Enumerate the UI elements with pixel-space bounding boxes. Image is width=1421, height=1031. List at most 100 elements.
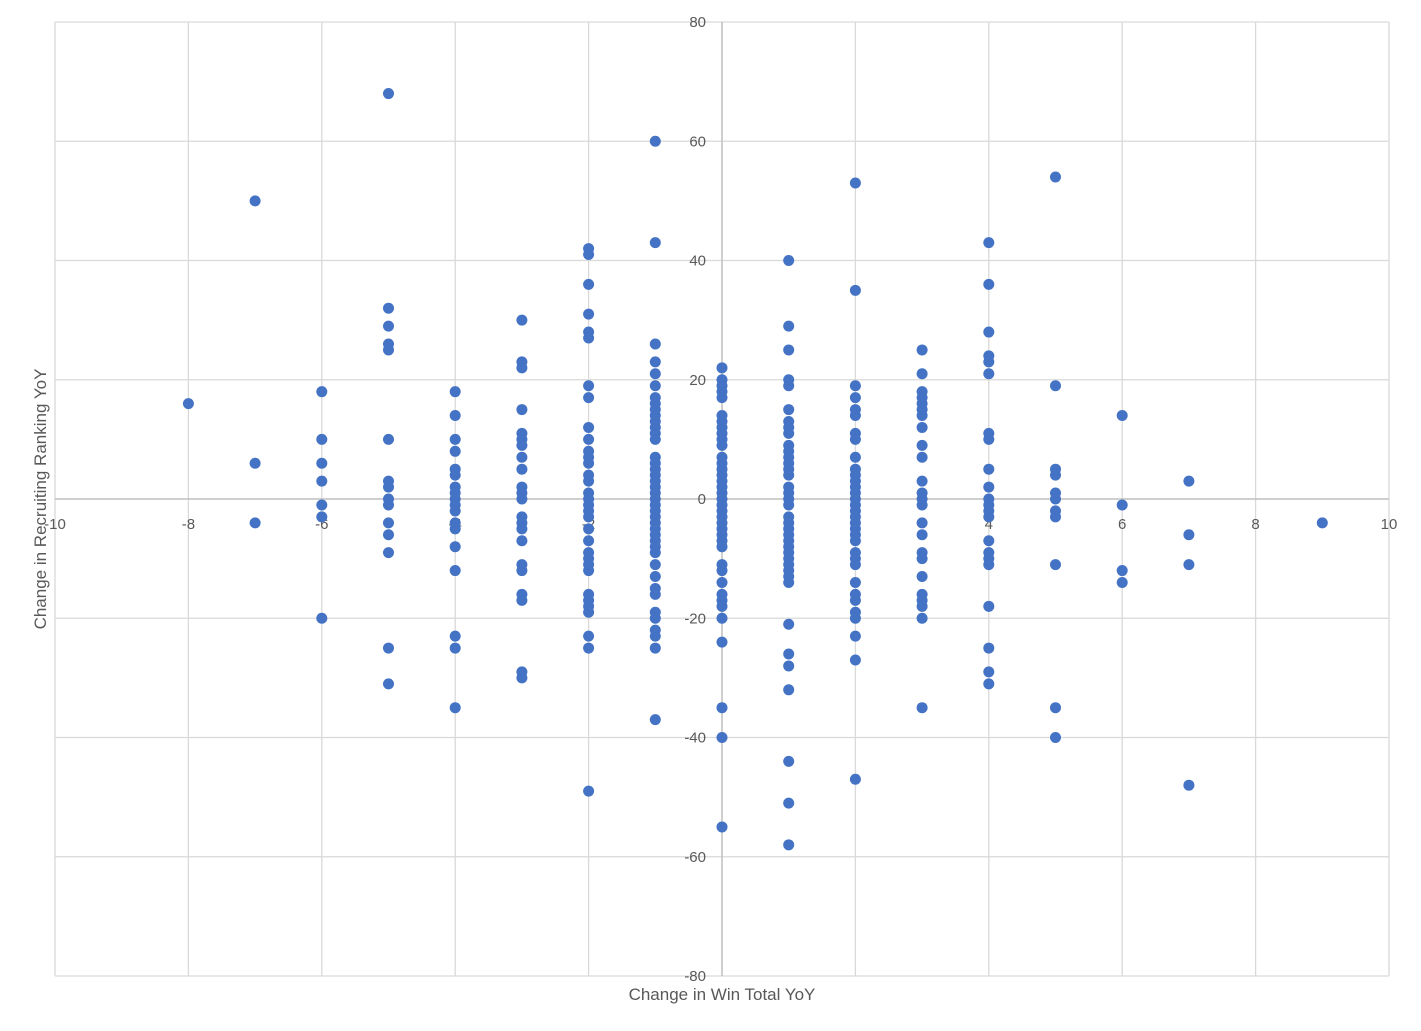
- data-point: [1183, 559, 1195, 571]
- data-point: [583, 457, 595, 469]
- x-tick-label: 4: [985, 516, 993, 533]
- data-point: [783, 576, 795, 588]
- data-point: [649, 338, 661, 350]
- data-point: [983, 237, 995, 249]
- data-point: [983, 433, 995, 445]
- data-point: [783, 839, 795, 851]
- data-point: [1050, 511, 1061, 523]
- data-point: [583, 332, 595, 344]
- data-point: [983, 326, 995, 338]
- data-point: [916, 421, 928, 433]
- data-point: [1183, 779, 1195, 791]
- data-point: [449, 410, 461, 422]
- data-point: [983, 356, 995, 368]
- data-point: [983, 278, 995, 290]
- y-tick-label: 0: [698, 491, 706, 508]
- y-tick-label: -40: [684, 730, 706, 747]
- data-point: [316, 433, 328, 445]
- data-point: [249, 517, 261, 529]
- data-point: [516, 362, 528, 374]
- y-axis-title: Change in Recruiting Ranking YoY: [31, 369, 50, 630]
- data-point: [316, 612, 328, 624]
- data-point: [916, 344, 928, 356]
- data-point: [649, 714, 661, 726]
- data-point: [849, 576, 861, 588]
- x-tick-label: 6: [1118, 516, 1126, 533]
- data-point: [916, 475, 928, 487]
- data-point: [516, 463, 528, 475]
- x-tick-label: 8: [1251, 516, 1259, 533]
- data-point: [849, 410, 861, 422]
- data-point: [1316, 517, 1328, 529]
- data-point: [849, 535, 861, 547]
- data-point: [1050, 171, 1061, 183]
- data-point: [783, 660, 795, 672]
- data-point: [649, 135, 661, 147]
- data-point: [1050, 702, 1061, 714]
- data-point: [983, 642, 995, 654]
- data-point: [583, 523, 595, 535]
- data-point: [983, 600, 995, 612]
- data-point: [983, 678, 995, 690]
- data-point: [716, 732, 728, 743]
- data-point: [916, 499, 928, 511]
- data-point: [449, 565, 461, 577]
- data-point: [783, 344, 795, 356]
- data-point: [983, 481, 995, 493]
- data-point: [516, 594, 528, 606]
- data-point: [516, 672, 528, 684]
- data-point: [649, 642, 661, 654]
- data-point: [449, 702, 461, 714]
- data-point: [983, 559, 995, 571]
- data-point: [583, 642, 595, 654]
- data-point: [383, 481, 394, 493]
- data-point: [649, 380, 661, 392]
- data-point: [849, 451, 861, 463]
- data-point: [1116, 576, 1128, 588]
- data-point: [983, 535, 995, 547]
- data-point: [849, 392, 861, 404]
- data-point: [649, 612, 661, 624]
- data-point: [649, 368, 661, 380]
- data-point: [649, 547, 661, 559]
- data-point: [983, 511, 995, 523]
- data-point: [649, 559, 661, 571]
- data-point: [383, 88, 394, 100]
- data-point: [249, 195, 261, 207]
- data-point: [516, 451, 528, 463]
- data-point: [383, 678, 394, 690]
- data-point: [583, 392, 595, 404]
- data-point: [716, 612, 728, 624]
- data-point: [916, 553, 928, 565]
- x-tick-label: 10: [1381, 516, 1398, 533]
- data-point: [849, 284, 861, 296]
- data-point: [783, 469, 795, 481]
- data-point: [649, 630, 661, 642]
- data-point: [716, 576, 728, 588]
- data-point: [249, 457, 261, 469]
- data-point: [716, 439, 728, 451]
- data-point: [316, 511, 328, 523]
- data-point: [449, 469, 461, 481]
- y-tick-label: -20: [684, 610, 706, 627]
- data-point: [316, 475, 328, 487]
- data-point: [783, 320, 795, 332]
- data-point: [849, 559, 861, 571]
- data-points: [182, 88, 1328, 851]
- data-point: [649, 588, 661, 600]
- data-point: [783, 499, 795, 511]
- data-point: [583, 606, 595, 618]
- data-point: [316, 457, 328, 469]
- data-point: [583, 630, 595, 642]
- data-point: [916, 517, 928, 529]
- data-point: [716, 600, 728, 612]
- data-point: [1116, 499, 1128, 511]
- data-point: [916, 600, 928, 612]
- data-point: [783, 618, 795, 630]
- data-point: [649, 433, 661, 445]
- data-point: [583, 511, 595, 523]
- data-point: [849, 654, 861, 666]
- x-axis-title: Change in Win Total YoY: [629, 985, 816, 1004]
- data-point: [783, 755, 795, 767]
